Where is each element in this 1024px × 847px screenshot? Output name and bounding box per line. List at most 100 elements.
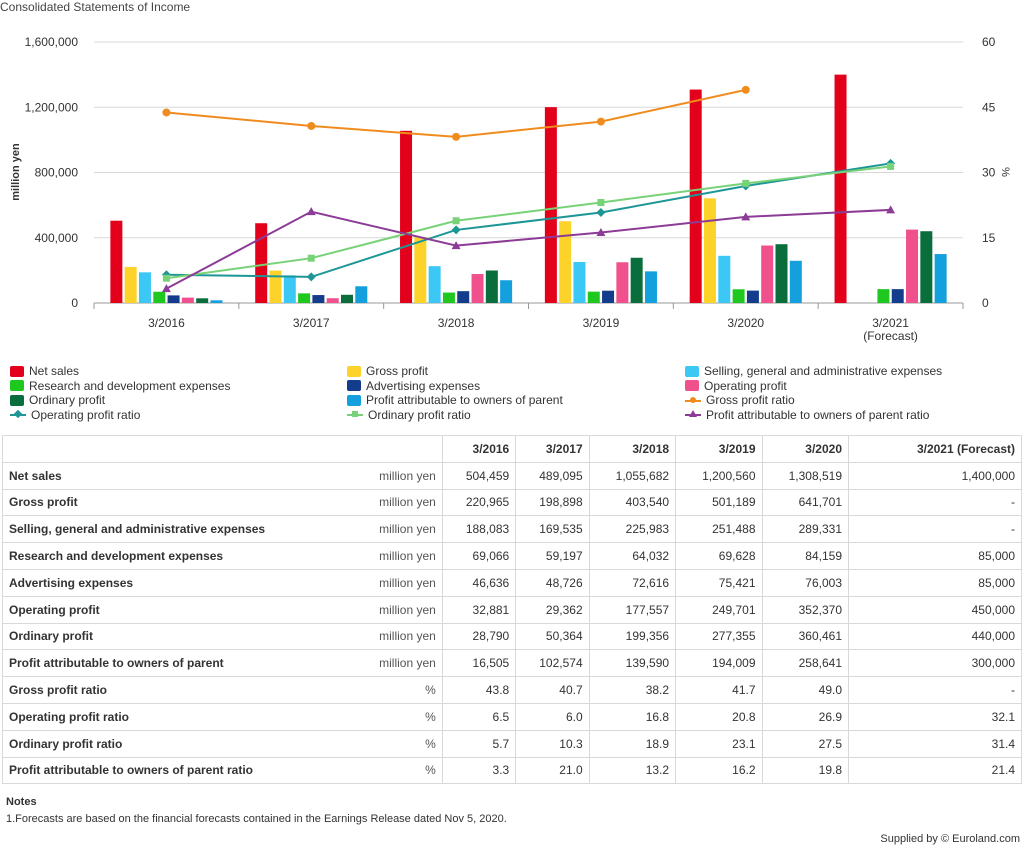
table-cell: 258,641 [761, 649, 849, 678]
table-row: Advertising expenses million yen 46,636 48,… [2, 568, 1022, 597]
legend-item[interactable]: Advertising expenses [347, 379, 480, 393]
x-tick-label: (Forecast) [863, 329, 918, 343]
bar [269, 270, 282, 303]
row-label: Ordinary profit ratio [2, 729, 353, 758]
series-line [166, 165, 891, 280]
legend-label: Ordinary profit [29, 393, 106, 407]
table-cell: 489,095 [515, 461, 590, 490]
legend-item[interactable]: Selling, general and administrative expe… [685, 364, 942, 378]
row-label: Operating profit ratio [2, 702, 353, 731]
row-unit: million yen [352, 568, 443, 597]
row-label: Profit attributable to owners of parent [2, 649, 353, 678]
legend-item[interactable]: Profit attributable to owners of parent … [685, 408, 929, 422]
table-row: Gross profit million yen 220,965 198,898 403… [2, 488, 1022, 517]
y2-tick-label: 15 [982, 231, 996, 245]
table-row: Ordinary profit million yen 28,790 50,364 19… [2, 622, 1022, 651]
table-cell: 6.5 [441, 702, 517, 731]
table-cell: 85,000 [848, 568, 1022, 597]
row-unit: million yen [352, 488, 443, 517]
table-cell: 3.3 [441, 756, 517, 785]
table-row: Gross profit ratio% 43.8 40.7 38.2 41.7 49.0- [2, 676, 1022, 704]
y-tick-label: 0 [71, 296, 78, 310]
row-label: Gross profit [2, 488, 353, 517]
line-point [452, 132, 461, 141]
row-unit: million yen [352, 542, 443, 570]
table-cell: 41.7 [675, 676, 763, 704]
series-line [166, 88, 746, 138]
legend-item[interactable]: Operating profit [685, 379, 787, 393]
line-point [161, 284, 171, 293]
table-cell: 5.7 [441, 729, 517, 758]
line-point [742, 179, 750, 187]
table-cell: 188,083 [441, 515, 517, 544]
table-cell: 23.1 [675, 729, 763, 758]
table-row: Research and development expenses million… [2, 542, 1022, 570]
table-row: Ordinary profit ratio% 5.7 10.3 18.9 23.1 27.… [2, 729, 1022, 758]
legend-label: Research and development expenses [29, 378, 231, 393]
income-table: 3/2016 3/2017 3/2018 3/2019 3/2020 3/2021 (Fo… [2, 435, 1022, 785]
table-cell: 289,331 [761, 515, 849, 544]
x-tick-label: 3/2019 [583, 316, 620, 330]
y-tick-label: 400,000 [35, 231, 79, 245]
legend-swatch [347, 409, 363, 420]
table-cell: 1,308,519 [761, 461, 849, 490]
bar [746, 290, 759, 303]
table-cell: 352,370 [761, 595, 849, 624]
bar [732, 289, 745, 303]
bar [181, 297, 194, 303]
line-point [596, 228, 606, 237]
legend-item[interactable]: Profit attributable to owners of parent [347, 393, 563, 407]
table-header-row: 3/2016 3/2017 3/2018 3/2019 3/2020 3/2021 (Fo… [2, 435, 1022, 463]
bar [355, 286, 368, 303]
legend-label: Net sales [29, 364, 80, 378]
table-cell: 251,488 [675, 515, 763, 544]
bar [485, 270, 498, 303]
line-point [162, 274, 170, 282]
row-label: Advertising expenses [2, 568, 353, 597]
bar [457, 291, 470, 303]
table-cell: 32.1 [848, 702, 1022, 731]
bar [761, 245, 774, 303]
table-row: Net sales million yen 504,459 489,095 1,055,… [2, 461, 1022, 490]
y2-tick-label: 60 [982, 35, 996, 49]
table-cell: 32,881 [441, 595, 517, 624]
legend-item[interactable]: Ordinary profit [10, 393, 105, 407]
bar [153, 291, 166, 303]
y2-tick-label: 0 [982, 296, 989, 310]
legend-swatch [10, 394, 24, 406]
table-cell: 194,009 [675, 649, 763, 678]
line-point [741, 85, 750, 94]
bar [630, 257, 643, 303]
legend-item[interactable]: Gross profit ratio [685, 393, 795, 407]
chart-legend: Net sales Gross profit Selling, general an… [0, 364, 1024, 424]
line-point [887, 162, 895, 170]
legend-item[interactable]: Operating profit ratio [10, 408, 140, 422]
row-label: Operating profit [2, 595, 353, 624]
table-cell: 21.0 [515, 756, 590, 785]
table-cell: 300,000 [848, 649, 1022, 678]
note-item: 1.Forecasts are based on the financial f… [6, 813, 507, 825]
x-tick-label: 3/2016 [148, 316, 185, 330]
row-label: Selling, general and administrative expe… [2, 515, 353, 544]
bar [920, 231, 933, 303]
table-cell: 59,197 [515, 542, 590, 570]
x-tick-label: 3/2018 [438, 316, 475, 330]
table-cell: 450,000 [848, 595, 1022, 624]
legend-label: Operating profit [704, 378, 787, 393]
table-header-blank [2, 435, 443, 463]
bar [428, 266, 441, 303]
legend-swatch [685, 380, 699, 391]
legend-item[interactable]: Net sales [10, 364, 79, 378]
bar [573, 261, 586, 303]
line-point [741, 212, 751, 221]
legend-item[interactable]: Ordinary profit ratio [347, 408, 471, 422]
table-cell: 139,590 [588, 649, 677, 678]
row-unit: million yen [352, 622, 443, 651]
table-cell: 75,421 [675, 568, 763, 597]
table-header-cell: 3/2016 [441, 435, 517, 463]
legend-item[interactable]: Gross profit [347, 364, 428, 378]
table-cell: 199,356 [588, 622, 677, 651]
legend-item[interactable]: Research and development expenses [10, 379, 230, 393]
legend-label: Profit attributable to owners of parent [366, 393, 563, 407]
table-cell: 360,461 [761, 622, 849, 651]
